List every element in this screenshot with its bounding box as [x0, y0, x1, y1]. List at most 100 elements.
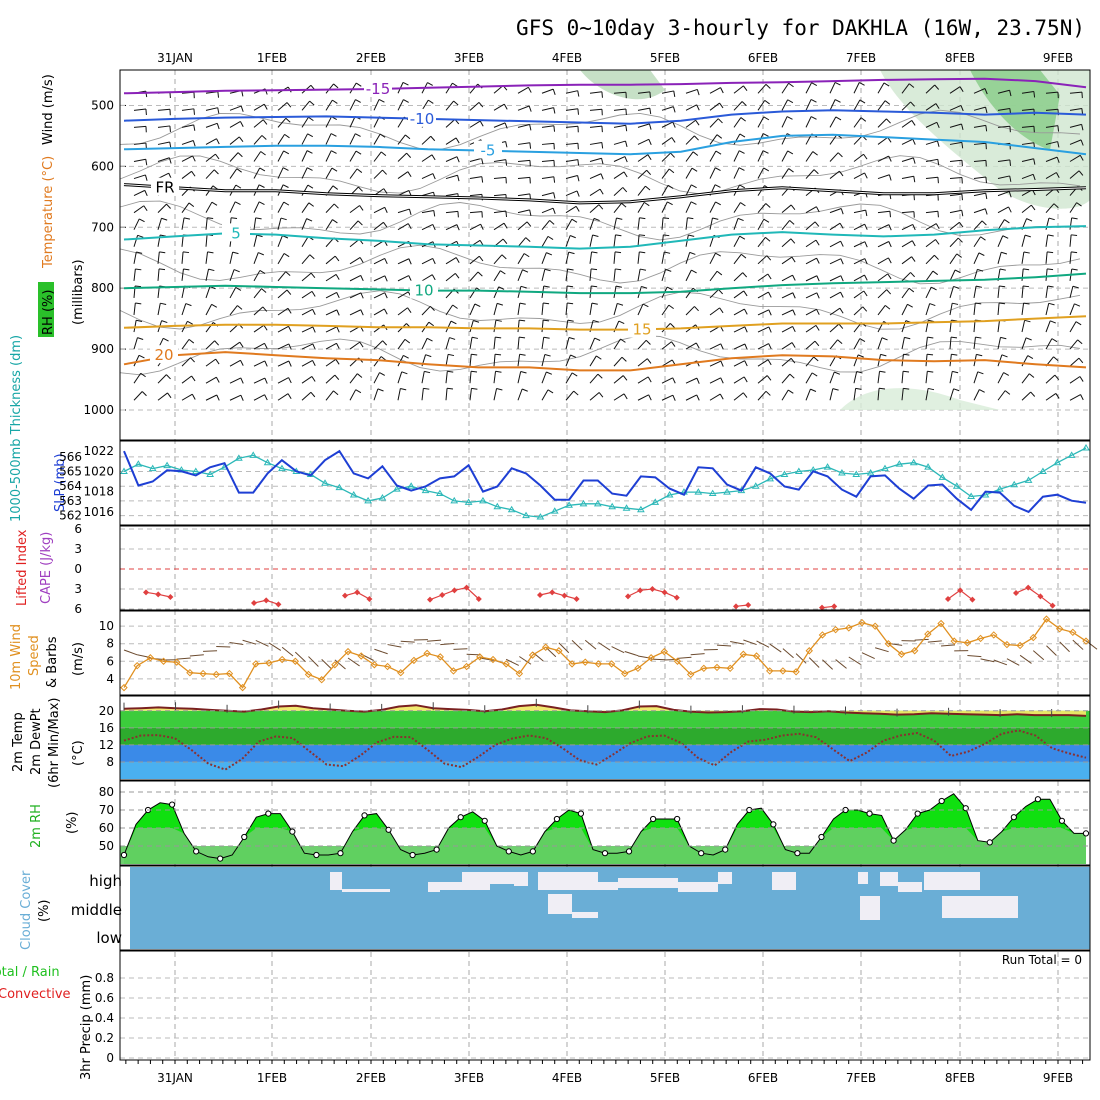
wind-barb-flag	[306, 167, 313, 171]
wind-barb-upper	[373, 206, 385, 214]
wind-barb-upper	[733, 326, 746, 333]
wind-barb-upper	[277, 167, 284, 179]
wind-barb-upper	[421, 99, 429, 111]
wind-barb-upper	[445, 224, 458, 231]
wind-barb-flag	[840, 240, 844, 247]
wind-barb-upper	[493, 122, 506, 128]
wind-barb-upper	[493, 270, 501, 282]
cloud-row-low: low	[96, 929, 122, 947]
wind-barb-flag	[813, 356, 819, 362]
lifted-index-marker	[251, 600, 257, 606]
thickness-marker	[450, 496, 459, 504]
wind-barb-upper	[1021, 108, 1034, 111]
wind-barb-upper	[589, 355, 597, 367]
wind-barb-upper	[661, 137, 673, 145]
wind-barb-flag	[887, 273, 892, 280]
wind-barb-upper	[997, 107, 1010, 111]
wind-barb-upper	[973, 208, 986, 214]
wind-barb-flag	[935, 223, 940, 230]
wind-barb-upper	[181, 357, 191, 367]
wind-barb-flag	[625, 125, 628, 132]
wind-barb-flag	[864, 258, 868, 265]
wind-barb-upper	[613, 91, 626, 94]
thickness-marker	[694, 488, 703, 495]
wind-barb-upper	[565, 235, 571, 247]
wind10m-speed-marker	[766, 667, 774, 675]
lifted-index-marker	[1037, 593, 1044, 600]
wind-barb-flag	[136, 251, 143, 254]
wind-barb-flag	[334, 374, 340, 380]
date-label-top: 6FEB	[748, 51, 778, 65]
wind10m-speed-marker	[845, 624, 853, 632]
wind-barb-flag	[763, 167, 770, 172]
wind-barb-flag	[523, 253, 530, 258]
wind-barb-upper	[397, 275, 409, 282]
wind10m-speed-marker	[436, 653, 444, 661]
wind-barb-upper	[853, 82, 860, 94]
cloud-cover-cell	[598, 882, 618, 890]
wind-barb-upper	[1021, 337, 1027, 350]
wind-barb-flag	[887, 257, 892, 264]
wind-barb-flag	[309, 254, 315, 260]
wind10m-speed-marker	[476, 653, 484, 661]
lifted-index-marker	[573, 596, 580, 602]
wind-barb-upper	[277, 377, 289, 384]
cloud-row-high: high	[89, 872, 122, 890]
wind-barb-upper	[901, 211, 914, 214]
wind-barb-flag	[213, 169, 219, 175]
wind-barb-flag	[358, 186, 363, 192]
wind-barb-flag	[840, 208, 844, 215]
wind-barb-upper	[853, 354, 859, 367]
wind-barb-flag	[211, 303, 218, 308]
wind10m-barb	[861, 652, 875, 659]
wind-barb-upper	[781, 116, 788, 128]
wind-barb-upper	[181, 339, 190, 350]
wind-barb-flag	[1009, 90, 1012, 97]
wind-barb-flag	[1004, 390, 1011, 395]
wind-barb-flag	[888, 174, 892, 181]
wind-barb-upper	[1021, 91, 1034, 94]
wind-barb-flag	[1002, 235, 1009, 239]
wind-barb-flag	[840, 258, 844, 265]
wind-barb-upper	[781, 82, 790, 94]
wind-barb-flag	[839, 170, 844, 177]
wind-barb-upper	[277, 343, 290, 350]
wind-barb-upper	[421, 371, 425, 384]
wind-barb-flag	[832, 388, 839, 391]
wind-barb-flag	[671, 137, 676, 143]
wind-barb-flag	[519, 319, 526, 322]
isotherm-label: FR	[155, 179, 174, 197]
rh-marker	[193, 848, 200, 855]
wind-barb-flag	[234, 201, 241, 206]
wind-barb-upper	[349, 150, 357, 162]
wind-barb-upper	[445, 337, 450, 350]
wind-barb-upper	[493, 176, 506, 180]
wind-barb-flag	[287, 308, 292, 314]
wind-barb-upper	[877, 82, 885, 94]
wind-barb-flag	[261, 135, 267, 140]
wind-barb-upper	[517, 253, 525, 265]
wind-barb-upper	[589, 157, 602, 162]
wind-barb-upper	[277, 307, 289, 316]
wind-barb-upper	[901, 272, 911, 282]
wind-barb-upper	[205, 169, 215, 179]
cloud-units: (%)	[37, 900, 52, 923]
wind-barb-upper	[373, 99, 380, 111]
wind-barb-upper	[589, 141, 602, 145]
precip-units: 3hr Precip (mm)	[79, 975, 94, 1080]
wind-barb-upper	[469, 303, 476, 316]
date-label-bottom: 9FEB	[1043, 1071, 1073, 1085]
wind-barb-upper	[661, 201, 668, 213]
wind-barb-flag	[454, 273, 460, 279]
lifted-index-line	[539, 591, 577, 600]
wind-barb-flag	[880, 353, 887, 357]
wind-barb-flag	[193, 108, 195, 115]
wind-barb-upper	[973, 337, 976, 350]
wind-barb-upper	[589, 125, 602, 128]
wind-barb-flag	[716, 134, 723, 139]
wind-barb-upper	[229, 121, 241, 128]
rh-marker	[385, 826, 392, 833]
wind-barb-flag	[237, 152, 243, 158]
wind-barb-upper	[829, 99, 836, 111]
thickness-marker	[1053, 458, 1062, 466]
